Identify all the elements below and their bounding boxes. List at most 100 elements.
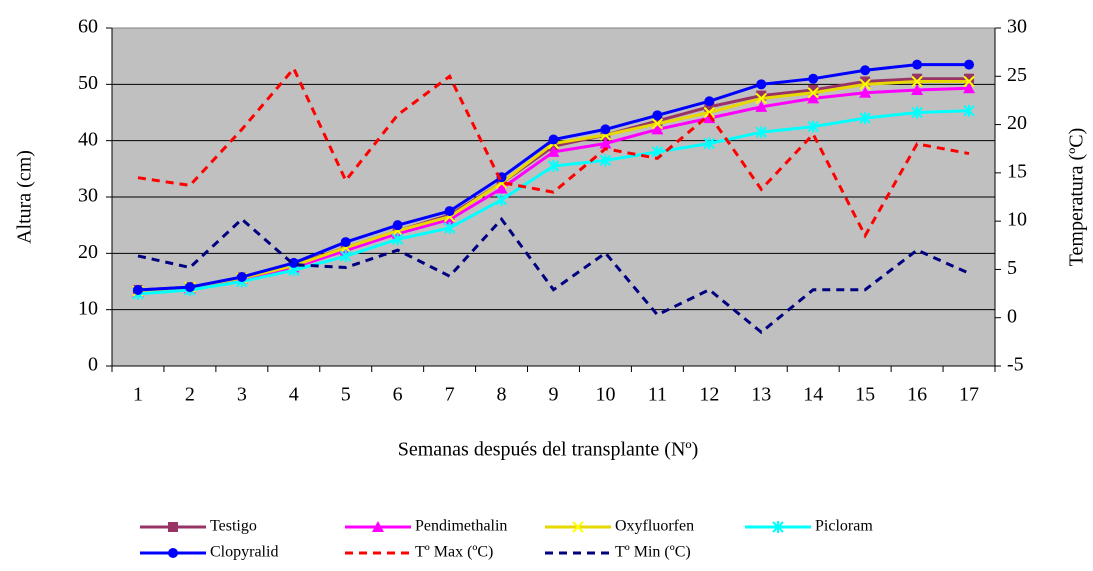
point-marker <box>963 82 976 94</box>
point-marker <box>703 106 716 119</box>
point-marker <box>808 84 819 95</box>
point-marker <box>755 92 767 105</box>
point-marker <box>860 76 871 87</box>
y2-tick-label: 5 <box>1007 257 1017 279</box>
legend-marker <box>372 521 384 532</box>
x-tick-label: 1 <box>133 384 143 406</box>
point-marker <box>911 83 924 95</box>
y-tick-label: 20 <box>78 241 98 263</box>
point-marker <box>704 101 715 112</box>
y2-tick-label: -5 <box>1007 354 1024 376</box>
x-tick-label: 7 <box>445 384 455 406</box>
x-tick-label: 10 <box>595 384 615 406</box>
y-tick-label: 60 <box>78 16 98 38</box>
point-marker <box>651 123 664 135</box>
point-marker <box>860 65 871 76</box>
point-marker <box>807 120 819 133</box>
y-tick-label: 10 <box>78 297 98 319</box>
point-marker <box>495 182 508 194</box>
legend-marker <box>772 521 784 533</box>
legend-label: Clopyralid <box>210 544 278 561</box>
point-marker <box>808 73 819 84</box>
x-tick-label: 13 <box>751 384 771 406</box>
series-line <box>137 216 970 335</box>
point-marker <box>807 87 819 99</box>
legend-label: Tº Max (ºC) <box>415 544 493 561</box>
point-marker <box>859 86 872 98</box>
x-tick-label: 9 <box>549 384 559 406</box>
point-marker <box>963 75 975 88</box>
point-marker <box>600 124 611 135</box>
y2-tick-label: 30 <box>1007 16 1027 38</box>
series-line <box>137 65 970 239</box>
point-marker <box>703 137 716 150</box>
point-marker <box>964 73 975 84</box>
point-marker <box>444 206 455 217</box>
x-tick-label: 12 <box>699 384 719 406</box>
x-tick-label: 6 <box>393 384 403 406</box>
x-tick-label: 16 <box>907 384 927 406</box>
x-tick-label: 5 <box>341 384 351 406</box>
point-marker <box>964 59 975 70</box>
point-marker <box>756 79 767 90</box>
y-tick-label: 0 <box>88 354 98 376</box>
point-marker <box>912 73 923 84</box>
point-marker <box>912 59 923 70</box>
point-marker <box>652 110 663 121</box>
y-tick-label: 30 <box>78 185 98 207</box>
point-marker <box>288 257 299 268</box>
point-marker <box>340 237 351 248</box>
point-marker <box>443 221 456 234</box>
point-marker <box>599 137 612 149</box>
point-marker <box>756 90 767 101</box>
point-marker <box>704 96 715 107</box>
point-marker <box>392 220 403 231</box>
point-marker <box>184 282 195 293</box>
x-tick-label: 4 <box>289 384 299 406</box>
x-tick-label: 3 <box>237 384 247 406</box>
x-tick-label: 15 <box>855 384 875 406</box>
legend-label: Tº Min (ºC) <box>615 544 691 561</box>
point-marker <box>652 115 663 126</box>
legend-marker <box>168 522 178 532</box>
point-marker <box>807 92 820 104</box>
x-tick-label: 11 <box>648 384 667 406</box>
x-tick-label: 17 <box>959 384 979 406</box>
point-marker <box>547 160 560 173</box>
point-marker <box>651 118 664 130</box>
y2-tick-label: 25 <box>1007 64 1027 86</box>
x-axis-title: Semanas después del transplante (Nº) <box>398 439 699 461</box>
point-marker <box>547 145 560 157</box>
point-marker <box>755 100 768 112</box>
point-marker <box>911 75 923 88</box>
legend-marker <box>168 548 178 558</box>
y-axis-title: Altura (cm) <box>14 150 36 244</box>
legend-label: Testigo <box>210 518 257 535</box>
point-marker <box>548 134 559 145</box>
point-marker <box>391 233 404 246</box>
point-marker <box>859 78 871 91</box>
point-marker <box>495 193 508 206</box>
y2-tick-label: 0 <box>1007 305 1017 327</box>
y-tick-label: 40 <box>78 128 98 150</box>
point-marker <box>132 284 143 295</box>
y2-axis-title: Temperatura (ºC) <box>1066 128 1088 267</box>
y2-tick-label: 15 <box>1007 160 1027 182</box>
point-marker <box>755 126 767 139</box>
legend-label: Pendimethalin <box>415 518 507 535</box>
legend-label: Oxyfluorfen <box>615 518 694 535</box>
y-tick-label: 50 <box>78 72 98 94</box>
x-tick-label: 14 <box>803 384 823 406</box>
point-marker <box>236 271 247 282</box>
legend-label: Picloram <box>815 518 873 535</box>
point-marker <box>911 106 923 119</box>
y2-tick-label: 10 <box>1007 209 1027 231</box>
legend-marker <box>572 521 584 533</box>
y2-tick-label: 20 <box>1007 112 1027 134</box>
x-tick-label: 8 <box>497 384 507 406</box>
point-marker <box>599 154 612 167</box>
point-marker <box>859 112 871 125</box>
point-marker <box>963 104 975 117</box>
point-marker <box>443 213 456 225</box>
